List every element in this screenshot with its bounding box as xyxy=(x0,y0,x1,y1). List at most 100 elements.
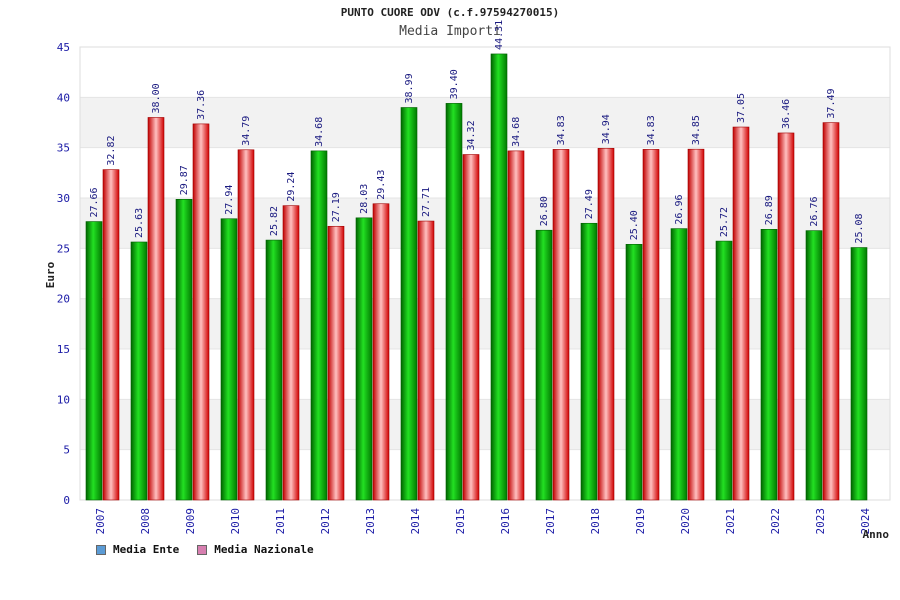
legend-swatch-nazionale xyxy=(197,544,208,555)
data-label: 26.76 xyxy=(809,197,820,227)
y-tick-label: 0 xyxy=(63,494,70,507)
bar-media-ente xyxy=(670,228,688,501)
x-axis-label: Anno xyxy=(863,528,890,541)
bar-media-nazionale xyxy=(552,149,570,501)
data-label: 25.72 xyxy=(719,207,730,237)
data-label: 34.68 xyxy=(314,117,325,147)
bar-media-ente xyxy=(400,107,418,501)
bar-media-nazionale xyxy=(822,122,840,501)
bar-media-nazionale xyxy=(372,203,390,501)
data-label: 26.80 xyxy=(539,196,550,226)
bar-media-ente xyxy=(175,199,193,501)
x-tick-label: 2023 xyxy=(814,508,827,535)
x-tick-label: 2017 xyxy=(544,508,557,535)
grid-band xyxy=(80,399,890,450)
bar-media-nazionale xyxy=(192,123,210,501)
data-label: 36.46 xyxy=(781,99,792,129)
y-tick-label: 25 xyxy=(57,242,70,255)
bar-media-ente xyxy=(850,247,868,501)
bar-media-ente xyxy=(535,229,553,501)
legend-item-nazionale: Media Nazionale xyxy=(197,543,314,556)
x-tick-label: 2020 xyxy=(679,508,692,535)
data-label: 34.83 xyxy=(556,115,567,145)
legend-label-nazionale: Media Nazionale xyxy=(214,543,314,556)
x-tick-label: 2021 xyxy=(724,508,737,535)
data-label: 29.87 xyxy=(179,165,190,195)
x-tick-label: 2008 xyxy=(139,508,152,535)
bar-media-nazionale xyxy=(147,117,165,501)
data-label: 37.49 xyxy=(826,88,837,118)
bar-media-ente xyxy=(715,240,733,501)
data-label: 29.24 xyxy=(286,172,297,202)
data-label: 39.40 xyxy=(449,69,460,99)
bar-media-nazionale xyxy=(417,220,435,501)
bar-media-ente xyxy=(760,229,778,501)
bar-media-nazionale xyxy=(327,225,345,501)
bar-media-ente xyxy=(220,218,238,501)
bar-media-ente xyxy=(805,230,823,501)
bar-media-ente xyxy=(265,239,283,501)
data-label: 27.71 xyxy=(421,187,432,217)
bar-media-nazionale xyxy=(237,149,255,501)
legend: Media Ente Media Nazionale xyxy=(96,543,314,556)
data-label: 25.82 xyxy=(269,206,280,236)
bar-media-ente xyxy=(625,244,643,501)
bar-media-nazionale xyxy=(732,126,750,501)
bar-media-ente xyxy=(355,217,373,501)
legend-swatch-ente xyxy=(96,544,106,555)
x-tick-label: 2010 xyxy=(229,508,242,535)
y-tick-label: 35 xyxy=(57,142,70,155)
y-tick-label: 20 xyxy=(57,293,70,306)
data-label: 25.63 xyxy=(134,208,145,238)
data-label: 26.89 xyxy=(764,195,775,225)
bar-media-ente xyxy=(490,53,508,501)
grid-band xyxy=(80,198,890,249)
y-tick-label: 45 xyxy=(57,41,70,54)
bar-media-ente xyxy=(310,150,328,501)
y-tick-label: 10 xyxy=(57,393,70,406)
data-label: 38.99 xyxy=(404,73,415,103)
data-label: 34.32 xyxy=(466,120,477,150)
data-label: 34.79 xyxy=(241,116,252,146)
bar-media-ente xyxy=(130,241,148,501)
bar-media-nazionale xyxy=(642,149,660,501)
x-tick-label: 2016 xyxy=(499,508,512,535)
bar-media-nazionale xyxy=(507,150,525,501)
data-label: 28.03 xyxy=(359,184,370,214)
data-label: 37.05 xyxy=(736,93,747,123)
y-tick-label: 5 xyxy=(63,444,70,457)
bar-media-nazionale xyxy=(282,205,300,501)
bar-media-nazionale xyxy=(777,132,795,501)
x-tick-label: 2009 xyxy=(184,508,197,535)
legend-label-ente: Media Ente xyxy=(113,543,180,556)
x-tick-label: 2019 xyxy=(634,508,647,535)
y-tick-label: 40 xyxy=(57,91,70,104)
plot-frame xyxy=(79,46,891,501)
chart-subtitle: Media Importi xyxy=(399,24,501,39)
data-label: 34.83 xyxy=(646,115,657,145)
bar-media-ente xyxy=(580,222,598,501)
data-label: 26.96 xyxy=(674,194,685,224)
data-label: 27.94 xyxy=(224,185,235,215)
x-tick-label: 2014 xyxy=(409,508,422,535)
data-label: 29.43 xyxy=(376,170,387,200)
x-tick-label: 2011 xyxy=(274,508,287,535)
data-label: 27.19 xyxy=(331,192,342,222)
y-axis-label: Euro xyxy=(44,261,57,288)
data-label: 27.66 xyxy=(89,187,100,217)
bar-media-nazionale xyxy=(687,148,705,501)
bar-media-nazionale xyxy=(462,154,480,501)
data-label: 25.40 xyxy=(629,210,640,240)
grid-band xyxy=(80,97,890,148)
x-tick-label: 2012 xyxy=(319,508,332,535)
y-tick-label: 15 xyxy=(57,343,70,356)
legend-item-ente: Media Ente xyxy=(96,543,179,556)
data-label: 34.85 xyxy=(691,115,702,145)
x-tick-label: 2007 xyxy=(94,508,107,535)
data-label: 25.08 xyxy=(854,213,865,243)
data-label: 38.00 xyxy=(151,83,162,113)
data-label: 34.68 xyxy=(511,117,522,147)
x-tick-label: 2013 xyxy=(364,508,377,535)
grid-band xyxy=(80,298,890,349)
